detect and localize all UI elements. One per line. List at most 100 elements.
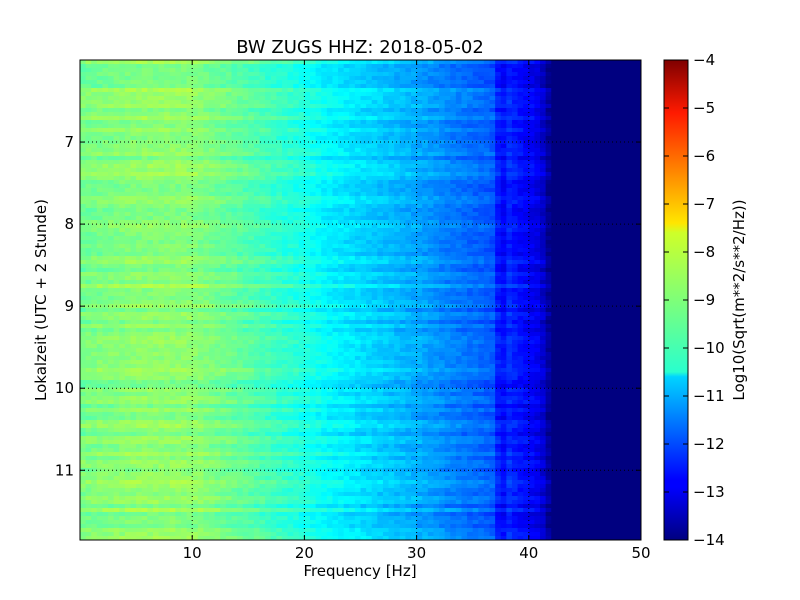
- heatmap-cell: [399, 92, 406, 97]
- heatmap-cell: [607, 196, 614, 201]
- heatmap-cell: [455, 256, 463, 261]
- heatmap-cell: [80, 108, 87, 113]
- heatmap-cell: [366, 92, 373, 97]
- heatmap-cell: [287, 68, 294, 73]
- heatmap-cell: [523, 100, 530, 105]
- heatmap-cell: [366, 168, 373, 173]
- heatmap-cell: [579, 100, 586, 105]
- heatmap-cell: [590, 208, 597, 213]
- heatmap-cell: [360, 108, 367, 113]
- heatmap-cell: [197, 252, 205, 257]
- heatmap-cell: [326, 104, 334, 109]
- heatmap-cell: [164, 128, 171, 133]
- heatmap-cell: [209, 148, 216, 153]
- heatmap-cell: [192, 180, 199, 185]
- heatmap-cell: [136, 144, 143, 149]
- heatmap-cell: [203, 120, 210, 125]
- heatmap-cell: [377, 84, 384, 89]
- heatmap-cell: [394, 248, 401, 253]
- heatmap-cell: [523, 248, 530, 253]
- heatmap-cell: [119, 84, 126, 89]
- heatmap-cell: [287, 156, 294, 161]
- heatmap-cell: [629, 164, 636, 169]
- heatmap-cell: [556, 224, 564, 229]
- heatmap-cell: [136, 244, 143, 249]
- heatmap-cell: [242, 236, 249, 241]
- heatmap-cell: [556, 168, 564, 173]
- heatmap-cell: [192, 116, 199, 121]
- heatmap-cell: [523, 140, 530, 145]
- heatmap-cell: [427, 184, 435, 189]
- heatmap-cell: [220, 180, 227, 185]
- heatmap-cell: [495, 88, 502, 93]
- heatmap-cell: [304, 72, 311, 77]
- heatmap-cell: [629, 204, 636, 209]
- heatmap-cell: [590, 204, 597, 209]
- heatmap-cell: [478, 212, 485, 217]
- heatmap-cell: [635, 144, 641, 149]
- heatmap-cell: [259, 168, 266, 173]
- heatmap-cell: [573, 80, 580, 85]
- heatmap-cell: [338, 140, 345, 145]
- heatmap-cell: [130, 152, 137, 157]
- heatmap-cell: [203, 184, 210, 189]
- heatmap-cell: [91, 216, 98, 221]
- heatmap-cell: [96, 108, 104, 113]
- heatmap-cell: [455, 200, 463, 205]
- heatmap-cell: [175, 220, 182, 225]
- heatmap-cell: [483, 60, 491, 65]
- heatmap-cell: [354, 204, 362, 209]
- heatmap-cell: [220, 184, 227, 189]
- heatmap-cell: [287, 196, 294, 201]
- heatmap-cell: [506, 248, 513, 253]
- heatmap-cell: [439, 152, 446, 157]
- heatmap-cell: [209, 116, 216, 121]
- heatmap-cell: [596, 192, 603, 197]
- heatmap-cell: [180, 224, 188, 229]
- heatmap-cell: [169, 252, 176, 257]
- heatmap-cell: [624, 148, 631, 153]
- heatmap-cell: [556, 124, 564, 129]
- heatmap-cell: [422, 196, 429, 201]
- heatmap-cell: [388, 108, 395, 113]
- heatmap-cell: [461, 228, 468, 233]
- heatmap-cell: [180, 216, 188, 221]
- heatmap-cell: [124, 96, 132, 101]
- heatmap-cell: [298, 100, 305, 105]
- heatmap-cell: [102, 192, 109, 197]
- heatmap-cell: [366, 104, 373, 109]
- heatmap-cell: [455, 64, 463, 69]
- heatmap-cell: [237, 124, 244, 129]
- heatmap-cell: [169, 200, 176, 205]
- heatmap-cell: [629, 180, 636, 185]
- heatmap-cell: [517, 72, 524, 77]
- heatmap-cell: [405, 176, 412, 181]
- heatmap-cell: [130, 228, 137, 233]
- heatmap-cell: [500, 160, 507, 165]
- heatmap-cell: [573, 120, 580, 125]
- heatmap-cell: [472, 232, 479, 237]
- heatmap-cell: [141, 256, 148, 261]
- heatmap-cell: [607, 236, 614, 241]
- heatmap-cell: [310, 72, 317, 77]
- heatmap-cell: [315, 204, 322, 209]
- heatmap-cell: [472, 140, 479, 145]
- heatmap-cell: [433, 180, 440, 185]
- heatmap-cell: [377, 228, 384, 233]
- heatmap-cell: [382, 156, 390, 161]
- heatmap-cell: [388, 104, 395, 109]
- heatmap-cell: [124, 184, 132, 189]
- heatmap-cell: [489, 196, 496, 201]
- heatmap-cell: [366, 160, 373, 165]
- heatmap-cell: [136, 164, 143, 169]
- heatmap-cell: [461, 180, 468, 185]
- heatmap-cell: [203, 112, 210, 117]
- heatmap-cell: [152, 228, 160, 233]
- heatmap-cell: [298, 156, 305, 161]
- heatmap-cell: [91, 152, 98, 157]
- heatmap-cell: [209, 92, 216, 97]
- heatmap-cell: [394, 224, 401, 229]
- heatmap-cell: [590, 64, 597, 69]
- heatmap-cell: [489, 168, 496, 173]
- heatmap-cell: [310, 184, 317, 189]
